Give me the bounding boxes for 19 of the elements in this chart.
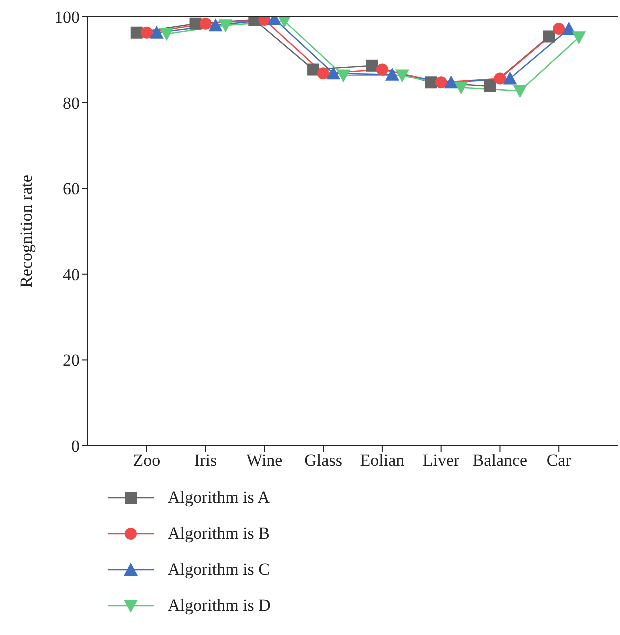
x-tick-label: Car (546, 451, 572, 470)
x-tick-label: Liver (422, 451, 460, 470)
x-tick-label: Eolian (360, 451, 406, 470)
x-tick-label: Iris (194, 451, 218, 470)
y-axis-title: Recognition rate (17, 175, 36, 288)
legend-label: Algorithm is C (168, 560, 270, 580)
y-tick-label: 20 (63, 351, 80, 370)
y-tick-label: 100 (54, 8, 80, 28)
x-tick-label: Glass (304, 451, 342, 470)
legend-label: Algorithm is D (168, 596, 271, 616)
x-tick-label: Zoo (133, 451, 161, 470)
legend-label: Algorithm is A (168, 488, 270, 508)
y-tick-label: 40 (63, 265, 80, 284)
x-tick-label: Wine (246, 451, 283, 470)
x-tick-label: Balance (472, 451, 528, 470)
y-tick-label: 80 (63, 94, 80, 113)
legend-label: Algorithm is B (168, 524, 270, 544)
y-tick-label: 60 (63, 180, 80, 199)
y-tick-label: 0 (72, 437, 80, 456)
